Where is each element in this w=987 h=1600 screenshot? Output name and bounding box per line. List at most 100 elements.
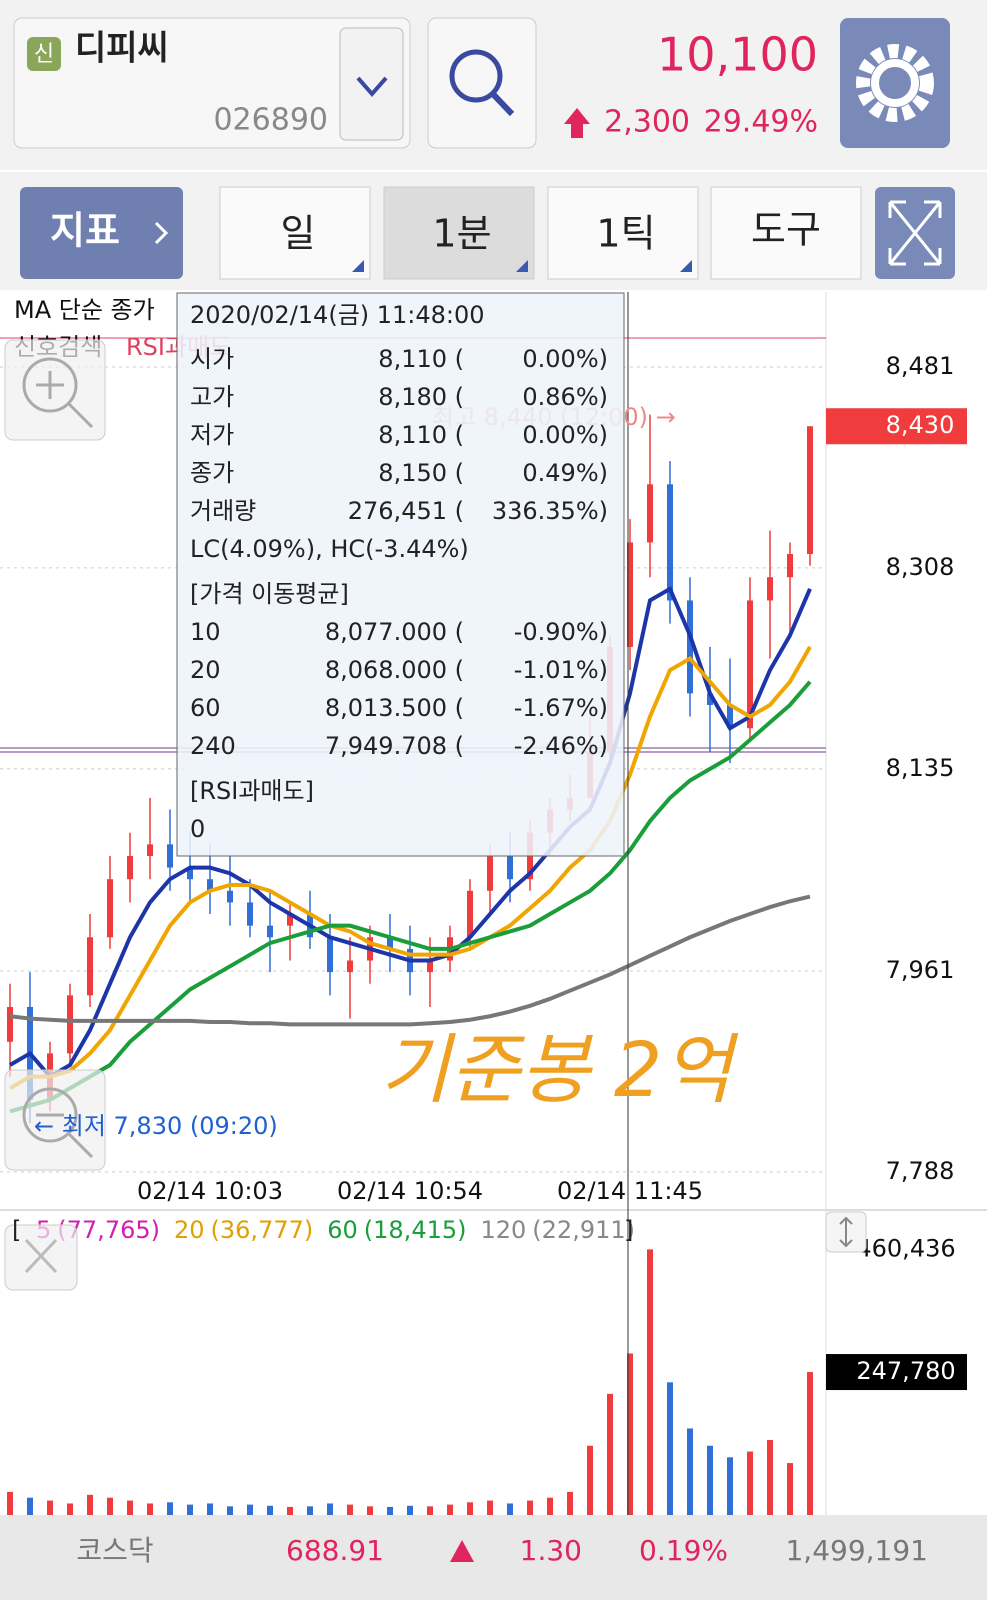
zoom-icon [36, 371, 94, 429]
volume-bar [667, 1382, 673, 1515]
dropdown[interactable] [339, 27, 404, 141]
volume-bar [607, 1393, 613, 1515]
tooltip-pct: 0.00%) [522, 421, 608, 449]
tooltip-pct: 0.49%) [522, 459, 608, 487]
candle-body [147, 844, 153, 856]
volume-bar [727, 1457, 733, 1515]
volume-bar [207, 1503, 213, 1515]
current-price-label: 8,430 [886, 411, 955, 439]
stock-box[interactable] [13, 17, 411, 149]
tooltip-lchc: LC(4.09%), HC(-3.44%) [190, 535, 469, 563]
volume-bar [227, 1506, 233, 1515]
volume-bar [7, 1491, 13, 1515]
minute-button[interactable] [383, 186, 535, 280]
volume-bar [787, 1463, 793, 1515]
volume-tick-label: 460,436 [856, 1234, 955, 1262]
legend-bracket: [ [12, 1216, 21, 1244]
market-change: 1.30 [520, 1534, 582, 1567]
candle-body [727, 704, 733, 729]
volume-legend-name: 120 [480, 1216, 526, 1244]
day-button[interactable] [219, 186, 371, 280]
search-icon [449, 49, 503, 103]
chevron [154, 221, 169, 245]
volume-bar [427, 1506, 433, 1515]
volume-bar [167, 1502, 173, 1515]
settings-button[interactable] [840, 18, 950, 148]
close-icon [24, 1238, 58, 1274]
market-pct: 0.19% [639, 1534, 728, 1567]
volume-bar [707, 1445, 713, 1515]
candle-body [167, 844, 173, 868]
volume-bar [367, 1506, 373, 1515]
gear-icon [871, 59, 919, 107]
tooltip-label: 거래량 [190, 497, 256, 525]
volume-bar [507, 1503, 513, 1515]
tooltip-label: 고가 [190, 383, 234, 411]
market: 코스닥 [76, 1534, 153, 1567]
y-tick-label: 7,788 [886, 1157, 955, 1185]
candle-body [207, 879, 213, 891]
volume-bar [347, 1504, 353, 1515]
volume-bar [27, 1497, 33, 1515]
volume-bar [67, 1503, 73, 1515]
volume-current-box [826, 1354, 967, 1391]
tooltip-pct: -1.67%) [514, 694, 608, 722]
tooltip-label: 60 [190, 694, 221, 722]
badge [27, 37, 61, 71]
volume-current-label: 247,780 [856, 1357, 955, 1385]
volume-bar [407, 1505, 413, 1515]
volume-legend-name: 20 [174, 1216, 205, 1244]
x-tick-label: 02/14 10:54 [337, 1177, 483, 1205]
candle-body [227, 890, 233, 903]
change: 2,300 [604, 105, 690, 140]
ma-line [8, 645, 812, 1090]
candle-body [287, 914, 293, 926]
x-tick-label: 02/14 10:03 [137, 1177, 283, 1205]
candle-body [667, 484, 673, 601]
zoom-icon [36, 1113, 94, 1159]
indicator-button[interactable] [20, 187, 183, 279]
volume-bar [647, 1249, 653, 1515]
tooltip-pct: 0.86%) [522, 383, 608, 411]
gear-icon [856, 44, 934, 122]
volume-legend-value: (18,415) [364, 1216, 467, 1244]
search-button[interactable] [427, 17, 537, 149]
resize-icon [839, 1216, 853, 1248]
legend-bracket: ] [624, 1216, 633, 1244]
stock-name: 디피씨 [75, 29, 169, 69]
volume-bar [487, 1500, 493, 1515]
candle-body [67, 995, 73, 1054]
tooltip-value: 8,110 ( [378, 345, 464, 373]
volume-bar [127, 1500, 133, 1515]
candle-body [347, 960, 353, 973]
tooltip-pct: 336.35%) [492, 497, 608, 525]
note: 기준봉 2억 [380, 1025, 739, 1114]
candle-body [327, 937, 333, 973]
ma-line [8, 585, 812, 1080]
y-tick-label: 8,481 [886, 352, 955, 380]
market-index: 688.91 [286, 1534, 384, 1567]
tooltip-label: 종가 [190, 459, 234, 487]
tick-button[interactable] [547, 186, 699, 280]
tools-button[interactable] [710, 186, 862, 280]
current-price-box [826, 408, 967, 445]
tooltip-value: 8,077.000 ( [325, 618, 464, 646]
x-tick-label: 02/14 11:45 [557, 1177, 703, 1205]
volume-bar [467, 1502, 473, 1515]
ma-line [9, 894, 811, 1027]
volume-bar [587, 1445, 593, 1515]
volume-bar [627, 1353, 633, 1515]
tooltip-label: 240 [190, 732, 236, 760]
volume-legend-name: 60 [327, 1216, 358, 1244]
tooltip-value: 8,068.000 ( [325, 656, 464, 684]
volume-bar [307, 1506, 313, 1515]
tooltip-label: 시가 [190, 345, 234, 373]
volume-bar [107, 1497, 113, 1515]
volume-bar [527, 1500, 533, 1515]
tick-label: 1틱 [596, 212, 655, 256]
tooltip-label: 저가 [190, 421, 234, 449]
market-volume: 1,499,191 [785, 1534, 928, 1567]
tooltip-label: 20 [190, 656, 221, 684]
tooltip-label: 10 [190, 618, 221, 646]
volume-bar [47, 1500, 53, 1515]
